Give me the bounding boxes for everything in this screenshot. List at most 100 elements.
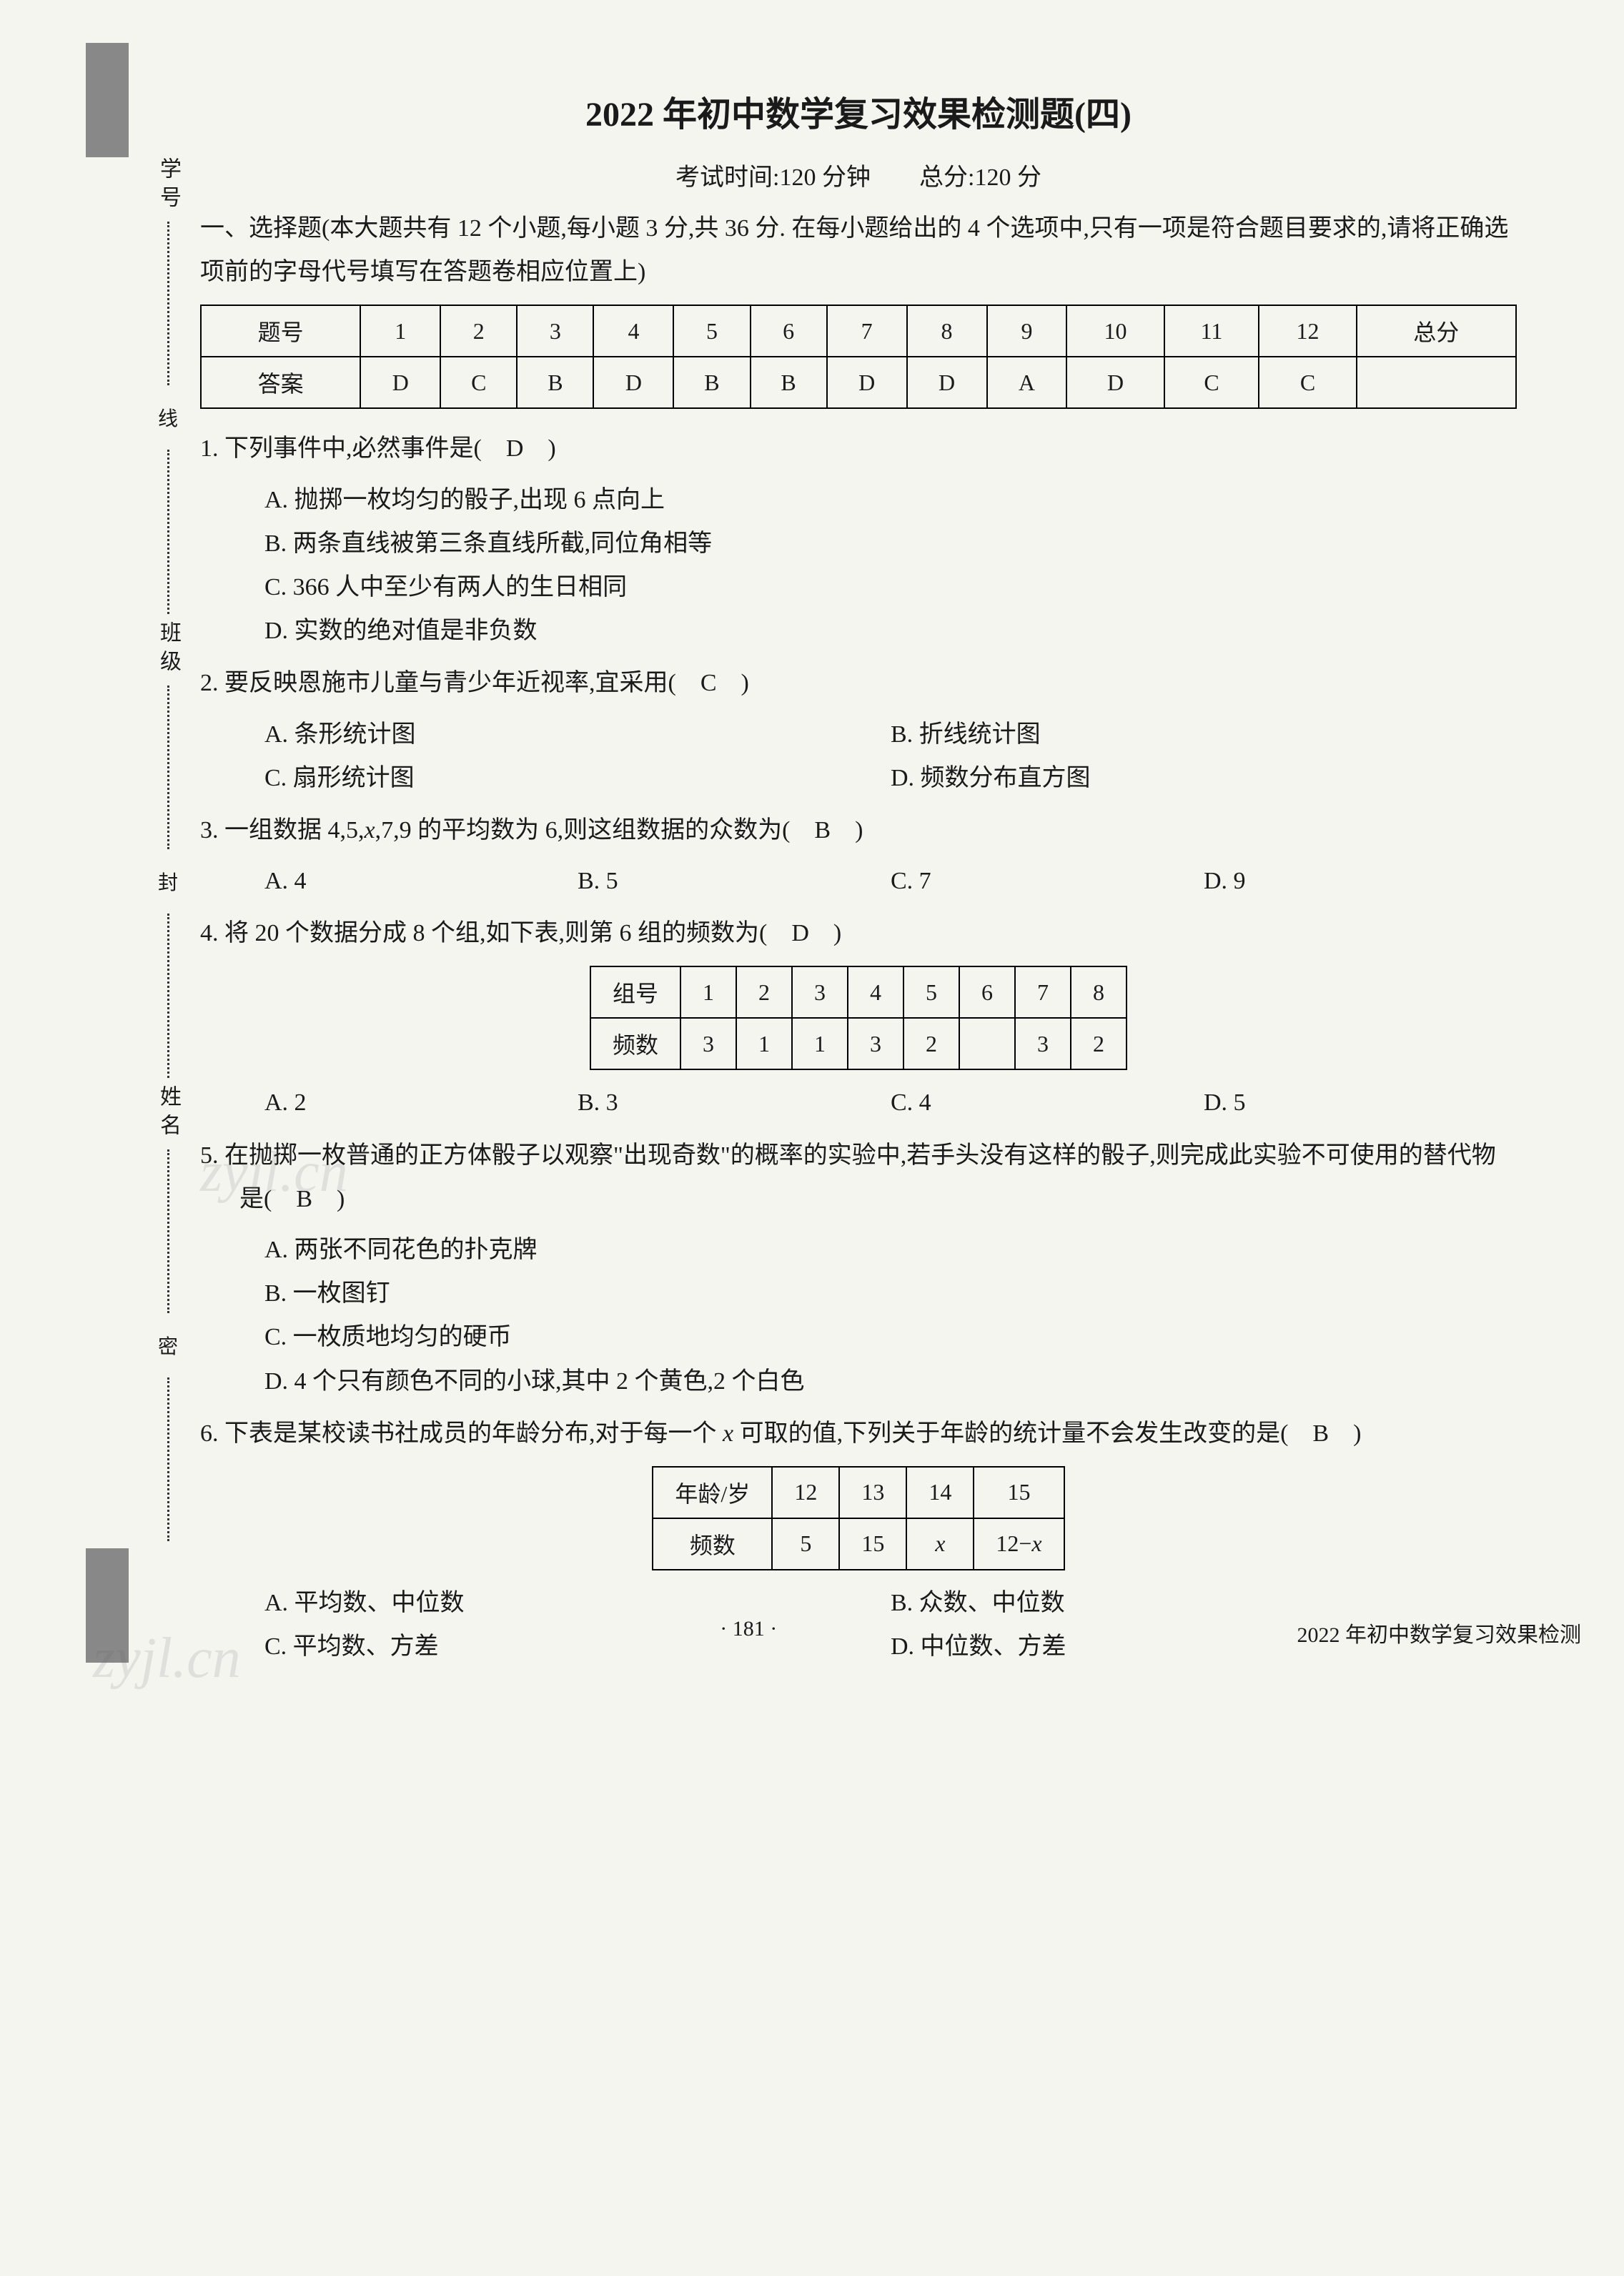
- table-row: 答案 D C B D B B D D A D C C: [201, 357, 1516, 408]
- binding-label-mi: 密: [158, 1331, 178, 1360]
- data-cell: 1: [680, 966, 736, 1018]
- binding-edge: 学号 线 班级 封 姓名 密: [143, 157, 193, 1548]
- stem-text: ,7,9 的平均数为 6,则这组数据的众数为( B ): [375, 817, 863, 843]
- option-a: A. 两张不同花色的扑克牌: [200, 1228, 1517, 1272]
- total-label: 总分: [1357, 305, 1516, 357]
- option-b: B. 5: [578, 859, 891, 903]
- data-cell: x: [906, 1518, 974, 1570]
- dotted-line: [167, 686, 169, 849]
- answer-summary-table: 题号 1 2 3 4 5 6 7 8 9 10 11 12 总分 答案 D C …: [200, 305, 1517, 409]
- data-cell: [959, 1018, 1015, 1069]
- answer-cell: C: [1164, 357, 1259, 408]
- data-cell: 13: [839, 1467, 906, 1518]
- binding-label-xingming: 姓名: [152, 1085, 184, 1142]
- option-c: C. 366 人中至少有两人的生日相同: [200, 565, 1517, 609]
- question-stem: 4. 将 20 个数据分成 8 个组,如下表,则第 6 组的频数为( D ): [200, 911, 1517, 955]
- q6-data-table: 年龄/岁 12 13 14 15 频数 5 15 x 12−x: [652, 1466, 1064, 1570]
- option-c: C. 7: [891, 859, 1204, 903]
- col-number: 9: [987, 305, 1067, 357]
- data-cell: 4: [848, 966, 903, 1018]
- option-a: A. 2: [264, 1081, 578, 1124]
- exam-page: 学号 线 班级 封 姓名 密 2022 年初中数学复习效果检测题(四) 考试时间…: [0, 0, 1624, 1720]
- option-d: D. 9: [1204, 859, 1517, 903]
- col-number: 6: [751, 305, 827, 357]
- col-number: 1: [360, 305, 440, 357]
- total-cell: [1357, 357, 1516, 408]
- option-a: A. 抛掷一枚均匀的骰子,出现 6 点向上: [200, 478, 1517, 522]
- answer-cell: B: [751, 357, 827, 408]
- data-cell: 14: [906, 1467, 974, 1518]
- stem-text: 6. 下表是某校读书社成员的年龄分布,对于每一个: [200, 1420, 723, 1447]
- data-cell: 1: [792, 1018, 848, 1069]
- question-2: 2. 要反映恩施市儿童与青少年近视率,宜采用( C ) A. 条形统计图 B. …: [200, 661, 1517, 800]
- question-stem: 2. 要反映恩施市儿童与青少年近视率,宜采用( C ): [200, 661, 1517, 705]
- option-c: C. 扇形统计图: [264, 756, 891, 800]
- data-cell: 6: [959, 966, 1015, 1018]
- answer-cell: C: [440, 357, 517, 408]
- answer-cell: D: [827, 357, 907, 408]
- answer-cell: A: [987, 357, 1067, 408]
- data-cell: 3: [848, 1018, 903, 1069]
- table-row: 组号 1 2 3 4 5 6 7 8: [590, 966, 1127, 1018]
- data-cell: 1: [736, 1018, 792, 1069]
- table-row: 频数 5 15 x 12−x: [653, 1518, 1064, 1570]
- exam-title: 2022 年初中数学复习效果检测题(四): [200, 86, 1517, 136]
- col-number: 3: [517, 305, 593, 357]
- data-cell: 2: [736, 966, 792, 1018]
- variable-x: x: [1031, 1530, 1041, 1556]
- col-number: 5: [673, 305, 750, 357]
- data-cell: 8: [1071, 966, 1127, 1018]
- col-number: 10: [1066, 305, 1164, 357]
- row-label: 频数: [590, 1018, 680, 1069]
- stem-text: 可取的值,下列关于年龄的统计量不会发生改变的是( B ): [733, 1420, 1361, 1447]
- page-footer: · 181 · 2022 年初中数学复习效果检测: [200, 1617, 1624, 1648]
- section-heading: 一、选择题(本大题共有 12 个小题,每小题 3 分,共 36 分. 在每小题给…: [200, 207, 1517, 294]
- data-cell: 12: [772, 1467, 839, 1518]
- dotted-line: [167, 914, 169, 1077]
- variable-x: x: [723, 1420, 733, 1447]
- header-label: 题号: [201, 305, 360, 357]
- data-cell: 5: [772, 1518, 839, 1570]
- data-cell: 15: [974, 1467, 1064, 1518]
- table-row: 频数 3 1 1 3 2 3 2: [590, 1018, 1127, 1069]
- dotted-line: [167, 1149, 169, 1313]
- answer-cell: B: [673, 357, 750, 408]
- options-row: A. 2 B. 3 C. 4 D. 5: [200, 1081, 1517, 1124]
- data-cell: 2: [1071, 1018, 1127, 1069]
- question-3: 3. 一组数据 4,5,x,7,9 的平均数为 6,则这组数据的众数为( B )…: [200, 808, 1517, 903]
- question-stem: 1. 下列事件中,必然事件是( D ): [200, 427, 1517, 470]
- col-number: 8: [907, 305, 987, 357]
- dotted-line: [167, 1377, 169, 1541]
- answer-cell: D: [593, 357, 673, 408]
- answer-label: 答案: [201, 357, 360, 408]
- option-d: D. 实数的绝对值是非负数: [200, 609, 1517, 653]
- question-stem: 6. 下表是某校读书社成员的年龄分布,对于每一个 x 可取的值,下列关于年龄的统…: [200, 1412, 1517, 1455]
- data-cell: 3: [792, 966, 848, 1018]
- option-d: D. 4 个只有颜色不同的小球,其中 2 个黄色,2 个白色: [200, 1360, 1517, 1403]
- option-a: A. 条形统计图: [264, 713, 891, 756]
- row-label: 频数: [653, 1518, 772, 1570]
- data-cell: 15: [839, 1518, 906, 1570]
- option-b: B. 3: [578, 1081, 891, 1124]
- col-number: 7: [827, 305, 907, 357]
- col-number: 2: [440, 305, 517, 357]
- stem-text: 3. 一组数据 4,5,: [200, 817, 365, 843]
- options-row: A. 条形统计图 B. 折线统计图 C. 扇形统计图 D. 频数分布直方图: [200, 713, 1517, 800]
- table-row: 年龄/岁 12 13 14 15: [653, 1467, 1064, 1518]
- option-a: A. 4: [264, 859, 578, 903]
- col-number: 12: [1259, 305, 1356, 357]
- exam-info: 考试时间:120 分钟 总分:120 分: [200, 157, 1517, 192]
- question-5: 5. 在抛掷一枚普通的正方体骰子以观察"出现奇数"的概率的实验中,若手头没有这样…: [200, 1134, 1517, 1403]
- col-number: 4: [593, 305, 673, 357]
- data-cell: 3: [1015, 1018, 1071, 1069]
- answer-cell: B: [517, 357, 593, 408]
- answer-cell: D: [907, 357, 987, 408]
- options-row: A. 4 B. 5 C. 7 D. 9: [200, 859, 1517, 903]
- binding-label-feng: 封: [158, 867, 178, 896]
- question-4: 4. 将 20 个数据分成 8 个组,如下表,则第 6 组的频数为( D ) 组…: [200, 911, 1517, 1124]
- page-number: · 181 ·: [720, 1617, 777, 1648]
- dotted-line: [167, 450, 169, 613]
- binding-label-banji: 班级: [152, 621, 184, 678]
- watermark: zyjl.cn: [200, 1140, 348, 1205]
- cell-text: 12−: [996, 1530, 1031, 1556]
